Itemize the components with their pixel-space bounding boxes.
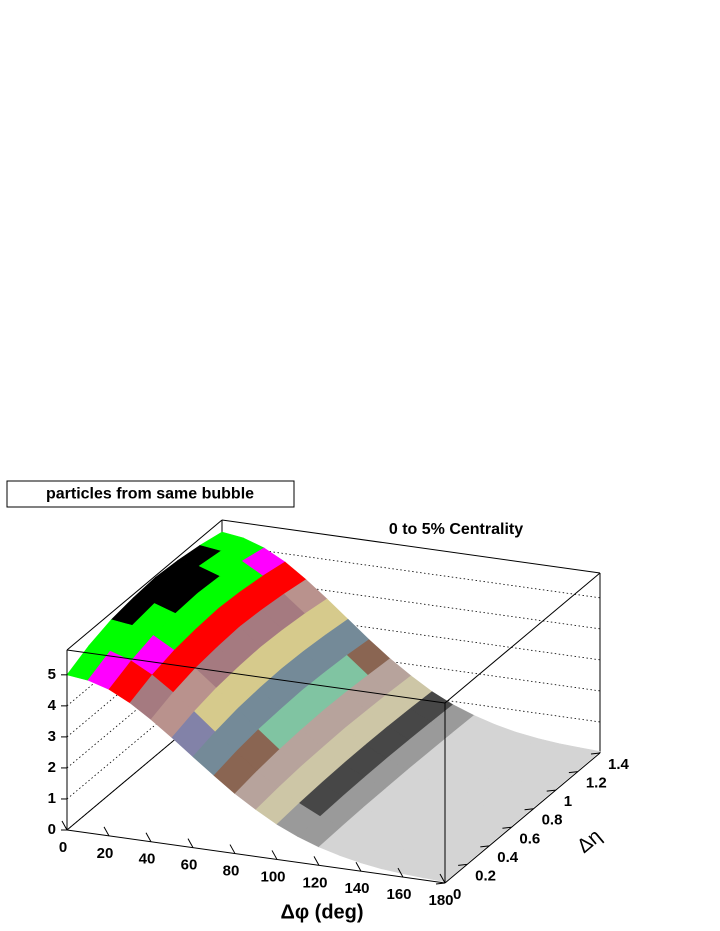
x-tick-label: 0 (59, 839, 67, 856)
y-tick (502, 826, 512, 829)
y-tick (568, 771, 578, 774)
y-axis-label: Δη (573, 825, 606, 858)
y-tick (480, 845, 490, 848)
z-tick-label: 4 (48, 697, 57, 714)
x-tick-label: 100 (260, 868, 285, 885)
x-tick (61, 820, 68, 831)
x-tick (145, 832, 152, 843)
y-tick-label: 0.6 (519, 830, 540, 847)
box-edge (221, 519, 601, 574)
x-tick (229, 844, 236, 854)
x-tick (313, 856, 320, 866)
x-tick (271, 850, 278, 860)
y-tick (435, 882, 446, 885)
z-tick-label: 0 (48, 821, 56, 838)
x-tick-label: 120 (302, 874, 327, 891)
x-tick (439, 873, 446, 884)
z-tick-label: 3 (48, 728, 56, 745)
z-tick-label: 5 (48, 666, 56, 683)
y-tick-label: 0 (453, 886, 461, 903)
x-tick (397, 867, 404, 878)
x-tick (355, 861, 362, 872)
y-tick (546, 789, 556, 792)
x-tick-label: 40 (139, 851, 156, 868)
x-axis (66, 829, 446, 884)
box-edge (66, 649, 446, 704)
x-tick-label: 20 (97, 845, 114, 862)
chart-title: particles from same bubble (46, 486, 254, 503)
title-box (6, 480, 295, 508)
y-tick-label: 0.2 (475, 867, 496, 884)
y-tick (524, 808, 534, 811)
y-tick-label: 1.2 (586, 775, 607, 792)
y-tick (458, 863, 468, 866)
x-tick-label: 140 (344, 880, 369, 897)
z-tick-label: 1 (48, 790, 56, 807)
y-axis (444, 752, 601, 884)
box-edge (66, 519, 223, 651)
surface-cell (423, 858, 468, 883)
x-tick-label: 60 (181, 857, 198, 874)
y-tick-label: 0.8 (542, 812, 563, 829)
y-tick-label: 1 (564, 793, 572, 810)
x-tick (103, 826, 110, 837)
x-tick-label: 180 (428, 892, 453, 909)
x-tick-label: 160 (386, 886, 411, 903)
box-edge (444, 572, 601, 704)
y-tick (590, 752, 601, 755)
y-tick-label: 1.4 (608, 756, 630, 773)
z-tick-label: 2 (48, 759, 56, 776)
x-tick-label: 80 (223, 863, 240, 880)
y-tick-label: 0.4 (497, 849, 519, 866)
x-tick (187, 838, 194, 848)
x-axis-label: Δφ (deg) (280, 901, 363, 923)
chart-subtitle: 0 to 5% Centrality (389, 521, 523, 538)
